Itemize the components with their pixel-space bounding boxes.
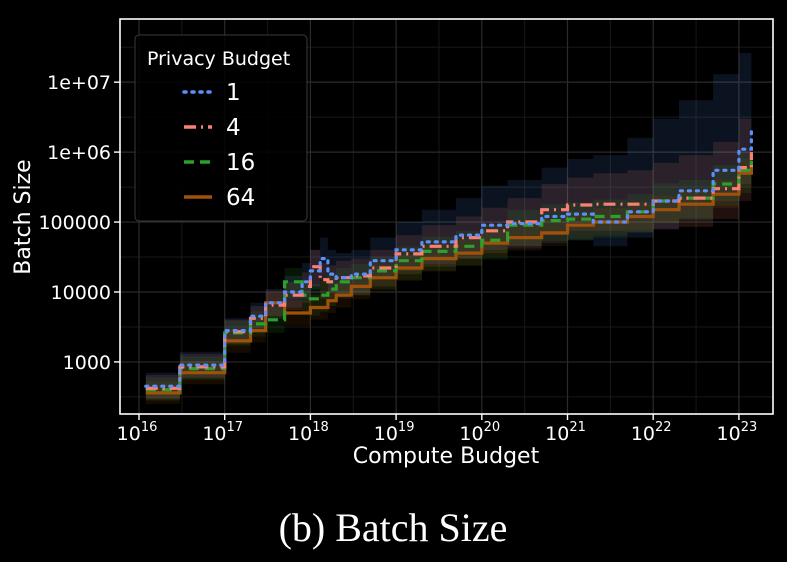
x-tick-label: 1022: [631, 420, 672, 445]
x-tick-label: 1021: [545, 420, 586, 445]
x-axis-title: Compute Budget: [353, 444, 540, 469]
confidence-bands: [145, 45, 752, 404]
band-series-4: [145, 108, 752, 400]
band-series-64: [145, 150, 752, 404]
y-tick-label: 1000: [63, 352, 111, 374]
y-tick-label: 100000: [38, 212, 111, 234]
legend-label-64: 64: [226, 185, 255, 211]
line-series-1: [144, 129, 753, 388]
x-axis-ticks: 1016 1017 1018 1019 1020 1021 1022 1023: [117, 414, 758, 445]
x-tick-label: 1019: [374, 420, 415, 445]
figure-caption: (b) Batch Size: [279, 505, 508, 550]
band-series-16: [145, 141, 752, 401]
x-tick-label: 1016: [117, 420, 158, 445]
y-tick-label: 1e+06: [47, 142, 111, 164]
legend-label-16: 16: [226, 150, 255, 176]
y-tick-label: 1e+07: [47, 72, 111, 94]
series-lines: [144, 129, 753, 395]
x-tick-label: 1017: [202, 420, 243, 445]
plot-border: [119, 18, 774, 415]
band-series-1: [145, 45, 752, 399]
legend-box: [134, 34, 308, 222]
y-axis-ticks: 1000 10000 100000 1e+06 1e+07: [38, 72, 120, 374]
x-tick-label: 1018: [288, 420, 329, 445]
legend-label-4: 4: [226, 115, 241, 141]
legend: Privacy Budget 1 4 16 64: [134, 34, 308, 222]
legend-title: Privacy Budget: [147, 48, 290, 70]
y-tick-label: 10000: [51, 282, 111, 304]
legend-label-1: 1: [226, 80, 241, 106]
y-axis-title: Batch Size: [11, 159, 36, 274]
legend-items: 1 4 16 64: [182, 80, 255, 211]
x-tick-label: 1023: [717, 420, 758, 445]
x-tick-label: 1020: [459, 420, 500, 445]
